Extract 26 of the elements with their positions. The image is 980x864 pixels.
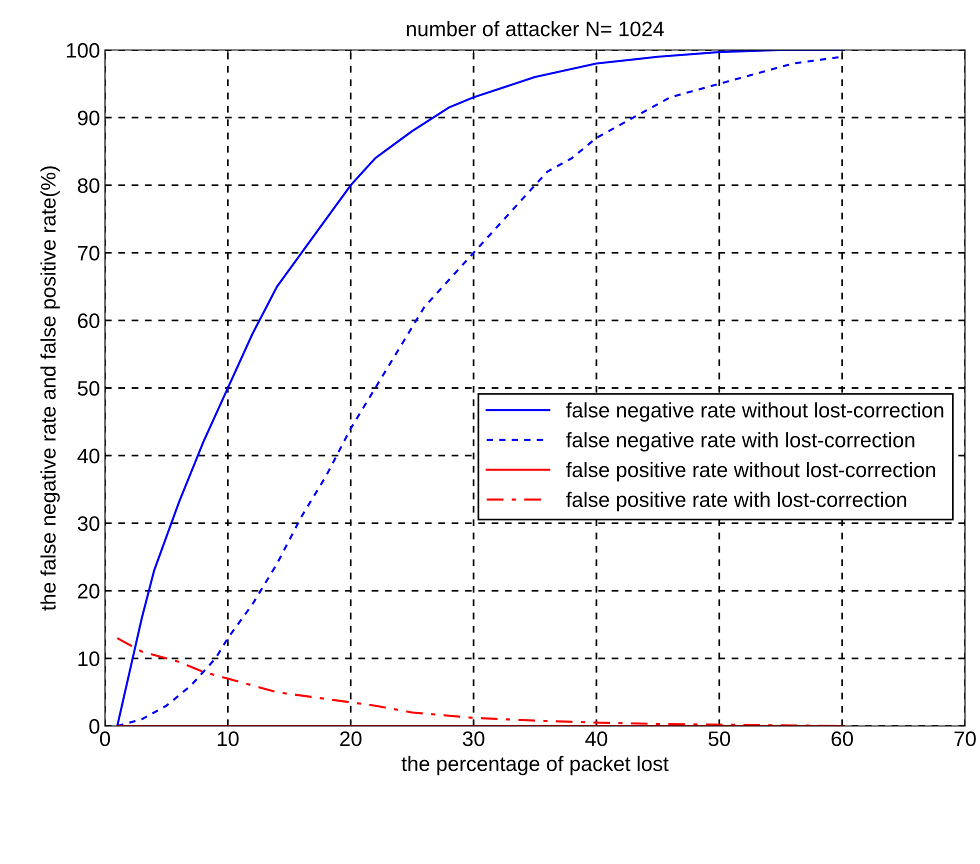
y-axis-title: the false negative rate and false positive rate(%)	[40, 166, 60, 611]
x-tick-label: 30	[462, 731, 484, 746]
y-tick-label: 80	[78, 178, 100, 193]
y-tick-label: 30	[78, 516, 100, 531]
y-tick-label: 100	[66, 43, 100, 58]
y-tick-label: 90	[78, 110, 100, 126]
y-tick-label: 70	[78, 246, 100, 261]
y-tick-label: 20	[78, 584, 100, 599]
x-tick-label: 60	[832, 731, 853, 746]
legend-label: false positive rate with lost-correction	[566, 492, 906, 512]
y-tick-label: 60	[78, 313, 100, 328]
x-tick-label: 10	[218, 731, 239, 746]
legend-label: false positive rate without lost-correction	[566, 462, 936, 482]
legend-label: false negative rate without lost-correction	[566, 402, 944, 422]
x-axis-title: the percentage of packet lost	[402, 756, 669, 776]
y-tick-label: 10	[78, 651, 100, 666]
chart-title: number of attacker N= 1024	[406, 21, 664, 36]
y-tick-label: 0	[89, 719, 100, 734]
legend-label: false negative rate with lost-correction	[566, 432, 914, 452]
x-tick-label: 40	[585, 731, 608, 746]
y-tick-label: 50	[78, 381, 100, 396]
x-tick-label: 20	[340, 731, 362, 746]
x-tick-label: 0	[100, 731, 110, 746]
x-tick-label: 70	[954, 731, 976, 746]
y-tick-label: 40	[77, 448, 100, 464]
x-tick-label: 50	[708, 731, 730, 746]
